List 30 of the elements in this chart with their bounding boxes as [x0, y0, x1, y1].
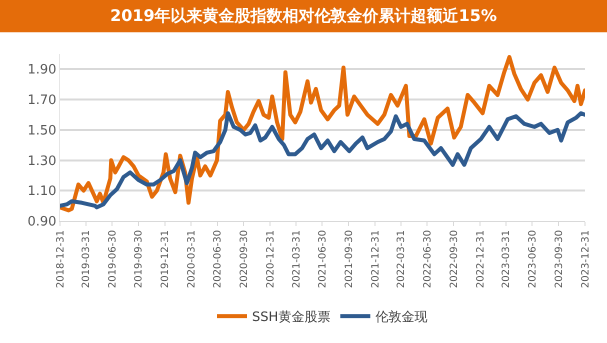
x-tick-label: 2023-12-31 [580, 230, 592, 288]
x-tick-label: 2020-12-31 [265, 230, 276, 288]
x-tick-label: 2020-09-30 [238, 230, 250, 288]
y-tick-label: 1.50 [27, 123, 56, 138]
x-tick-label: 2022-12-31 [475, 230, 486, 288]
y-tick-label: 1.10 [27, 184, 56, 200]
x-tick-label: 2023-03-31 [501, 230, 512, 288]
x-tick-label: 2022-03-31 [396, 230, 408, 288]
chart-title: 2019年以来黄金股指数相对伦敦金价累计超额近15% [110, 6, 497, 26]
x-tick-label: 2022-06-30 [422, 230, 434, 288]
y-tick-label: 1.30 [27, 154, 56, 169]
x-tick-label: 2019-06-30 [107, 230, 118, 288]
x-tick-label: 2018-12-31 [55, 230, 66, 288]
y-tick-label: 0.90 [27, 214, 56, 230]
x-tick-label: 2023-09-30 [554, 230, 565, 288]
x-tick-label: 2019-03-31 [81, 230, 92, 288]
y-tick-label: 1.70 [27, 93, 56, 108]
x-tick-label: 2021-03-31 [291, 230, 302, 288]
x-tick-label: 2019-09-30 [134, 230, 145, 288]
x-tick-label: 2021-09-30 [344, 230, 355, 288]
y-tick-label: 1.90 [27, 62, 56, 78]
legend-label: 伦敦金现 [375, 310, 428, 326]
x-tick-label: 2022-09-30 [448, 230, 460, 288]
x-tick-label: 2020-06-30 [212, 230, 224, 288]
x-tick-label: 2021-06-30 [317, 230, 328, 288]
x-tick-label: 2019-12-31 [160, 230, 172, 288]
x-tick-label: 2023-06-30 [527, 230, 538, 288]
x-tick-label: 2021-12-31 [370, 230, 382, 288]
x-tick-label: 2020-03-31 [186, 230, 198, 288]
legend-label: SSH黄金股票 [252, 310, 330, 326]
